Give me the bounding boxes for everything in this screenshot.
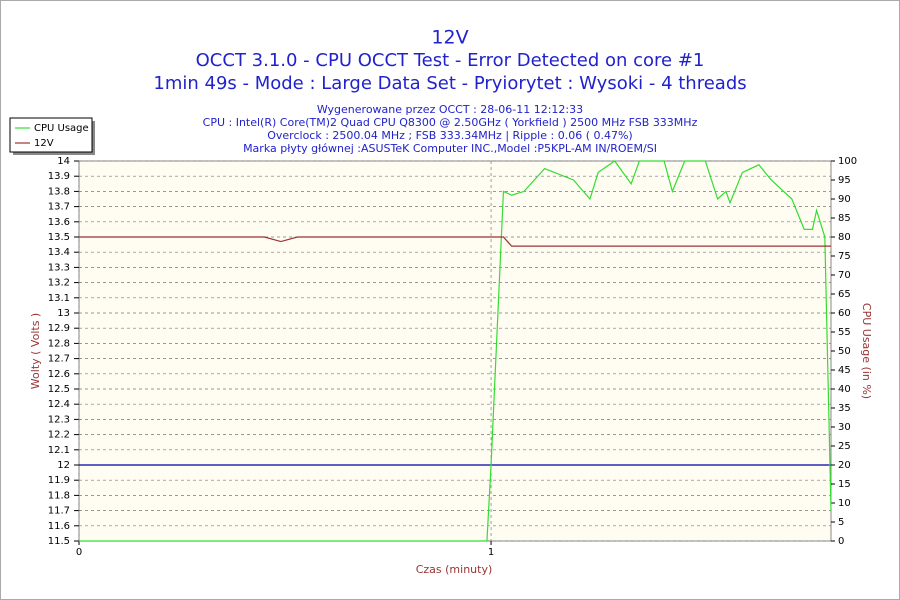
plot-area [78,160,832,542]
legend-label: CPU Usage [34,123,89,134]
info-line: Overclock : 2500.04 MHz ; FSB 333.34MHz … [267,129,632,142]
y-tick-label: 11.9 [48,475,70,486]
y-axis-label: Wolty ( Volts ) [29,313,42,389]
y2-tick-label: 85 [838,213,851,224]
y2-tick-label: 40 [838,384,851,395]
y-tick-label: 13.1 [48,293,70,304]
y-tick-label: 12.9 [48,323,70,334]
x-axis-label: Czas (minuty) [416,563,493,576]
y2-tick-label: 65 [838,289,851,300]
y-tick-label: 11.8 [48,490,70,501]
info-line: Marka płyty głównej :ASUSTeK Computer IN… [243,142,657,155]
series-line [79,160,832,542]
y2-tick-label: 75 [838,251,851,262]
y-tick-label: 13 [57,308,70,319]
y2-tick-label: 20 [838,460,851,471]
y2-tick-label: 70 [838,270,851,281]
y2-tick-label: 95 [838,175,851,186]
y-tick-label: 13.3 [48,262,70,273]
y-tick-label: 13.7 [48,202,70,213]
y-tick-label: 12.2 [48,430,70,441]
y-tick-label: 13.5 [48,232,70,243]
y-tick-label: 13.9 [48,171,70,182]
y2-tick-label: 15 [838,479,851,490]
subtitle: 1min 49s - Mode : Large Data Set - Pryio… [153,73,746,94]
legend [9,117,93,153]
y-tick-label: 13.6 [48,217,70,228]
x-tick-label: 1 [488,547,494,558]
y-tick-label: 12.6 [48,369,70,380]
x-tick-label: 0 [76,547,82,558]
y2-tick-label: 25 [838,441,851,452]
y-tick-label: 12.8 [48,338,70,349]
series-line [79,236,831,247]
y2-tick-label: 10 [838,498,851,509]
info-line: CPU : Intel(R) Core(TM)2 Quad CPU Q8300 … [203,116,698,129]
y-tick-label: 12.3 [48,414,70,425]
y2-tick-label: 35 [838,403,851,414]
y-tick-label: 13.4 [48,247,70,258]
y2-tick-label: 45 [838,365,851,376]
y2-tick-label: 5 [838,517,844,528]
y2-tick-label: 90 [838,194,851,205]
info-line: Wygenerowane przez OCCT : 28-06-11 12:12… [317,103,583,116]
y-tick-label: 11.5 [48,536,70,547]
y-tick-label: 12.7 [48,354,70,365]
y-tick-label: 14 [57,156,70,167]
y-tick-label: 12.1 [48,445,70,456]
y-tick-label: 13.2 [48,278,70,289]
y2-tick-label: 50 [838,346,851,357]
y2-tick-label: 80 [838,232,851,243]
y-tick-label: 11.6 [48,521,70,532]
y2-tick-label: 60 [838,308,851,319]
y-tick-label: 12.5 [48,384,70,395]
chart-title: 12V [431,27,468,49]
legend-label: 12V [34,138,54,149]
y2-tick-label: 30 [838,422,851,433]
y2-tick-label: 55 [838,327,851,338]
y-tick-label: 12.4 [48,399,70,410]
y2-axis-label: CPU Usage (in %) [860,303,873,399]
y-tick-label: 12 [57,460,70,471]
y-tick-label: 13.8 [48,186,70,197]
y-tick-label: 11.7 [48,506,70,517]
y2-tick-label: 0 [838,536,844,547]
subtitle: OCCT 3.1.0 - CPU OCCT Test - Error Detec… [196,50,705,71]
y2-tick-label: 100 [838,156,857,167]
